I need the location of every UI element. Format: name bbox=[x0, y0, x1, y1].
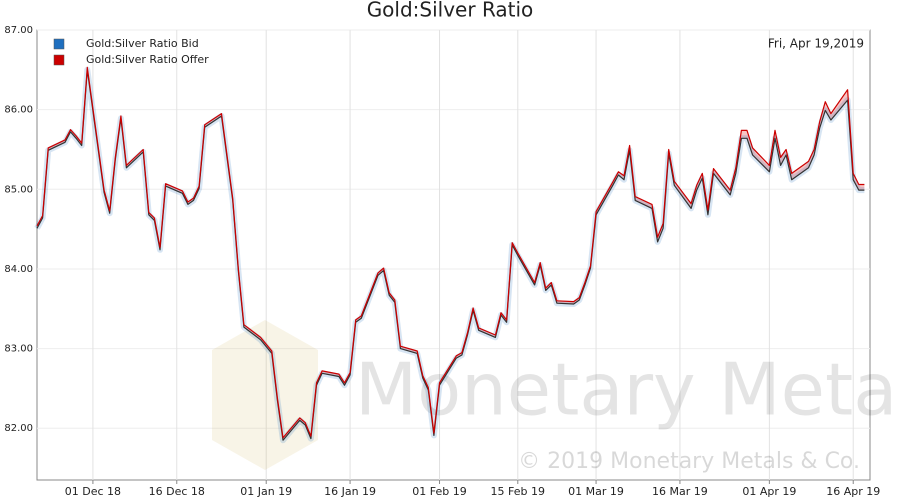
x-tick-label: 15 Feb 19 bbox=[491, 485, 545, 498]
x-tick-label: 01 Apr 19 bbox=[742, 485, 796, 498]
x-tick-label: 16 Mar 19 bbox=[652, 485, 708, 498]
x-tick-label: 16 Apr 19 bbox=[826, 485, 880, 498]
plot-area bbox=[36, 29, 871, 481]
y-tick-label: 86.00 bbox=[4, 105, 33, 116]
legend-swatch bbox=[53, 54, 65, 66]
y-tick-label: 84.00 bbox=[4, 264, 33, 275]
date-annotation: Fri, Apr 19,2019 bbox=[768, 37, 864, 51]
line bbox=[36, 69, 865, 441]
y-tick-label: 85.00 bbox=[4, 184, 33, 195]
watermark-logo bbox=[212, 320, 318, 470]
x-tick-label: 01 Mar 19 bbox=[568, 485, 624, 498]
x-tick-label: 01 Dec 18 bbox=[65, 485, 121, 498]
copyright: © 2019 Monetary Metals & Co. bbox=[518, 449, 860, 474]
legend-label: Gold:Silver Ratio Offer bbox=[86, 53, 209, 66]
y-tick-label: 82.00 bbox=[4, 423, 33, 434]
line bbox=[36, 66, 865, 439]
watermark: Monetary Metals bbox=[355, 348, 900, 432]
x-tick-label: 01 Feb 19 bbox=[412, 485, 466, 498]
y-tick-label: 83.00 bbox=[4, 344, 33, 355]
x-tick-label: 16 Dec 18 bbox=[149, 485, 205, 498]
x-tick-label: 01 Jan 19 bbox=[240, 485, 292, 498]
y-tick-label: 87.00 bbox=[4, 25, 33, 36]
legend-label: Gold:Silver Ratio Bid bbox=[86, 37, 199, 50]
chart-title: Gold:Silver Ratio bbox=[367, 0, 534, 22]
x-tick-label: 16 Jan 19 bbox=[324, 485, 376, 498]
legend-swatch bbox=[53, 38, 65, 50]
